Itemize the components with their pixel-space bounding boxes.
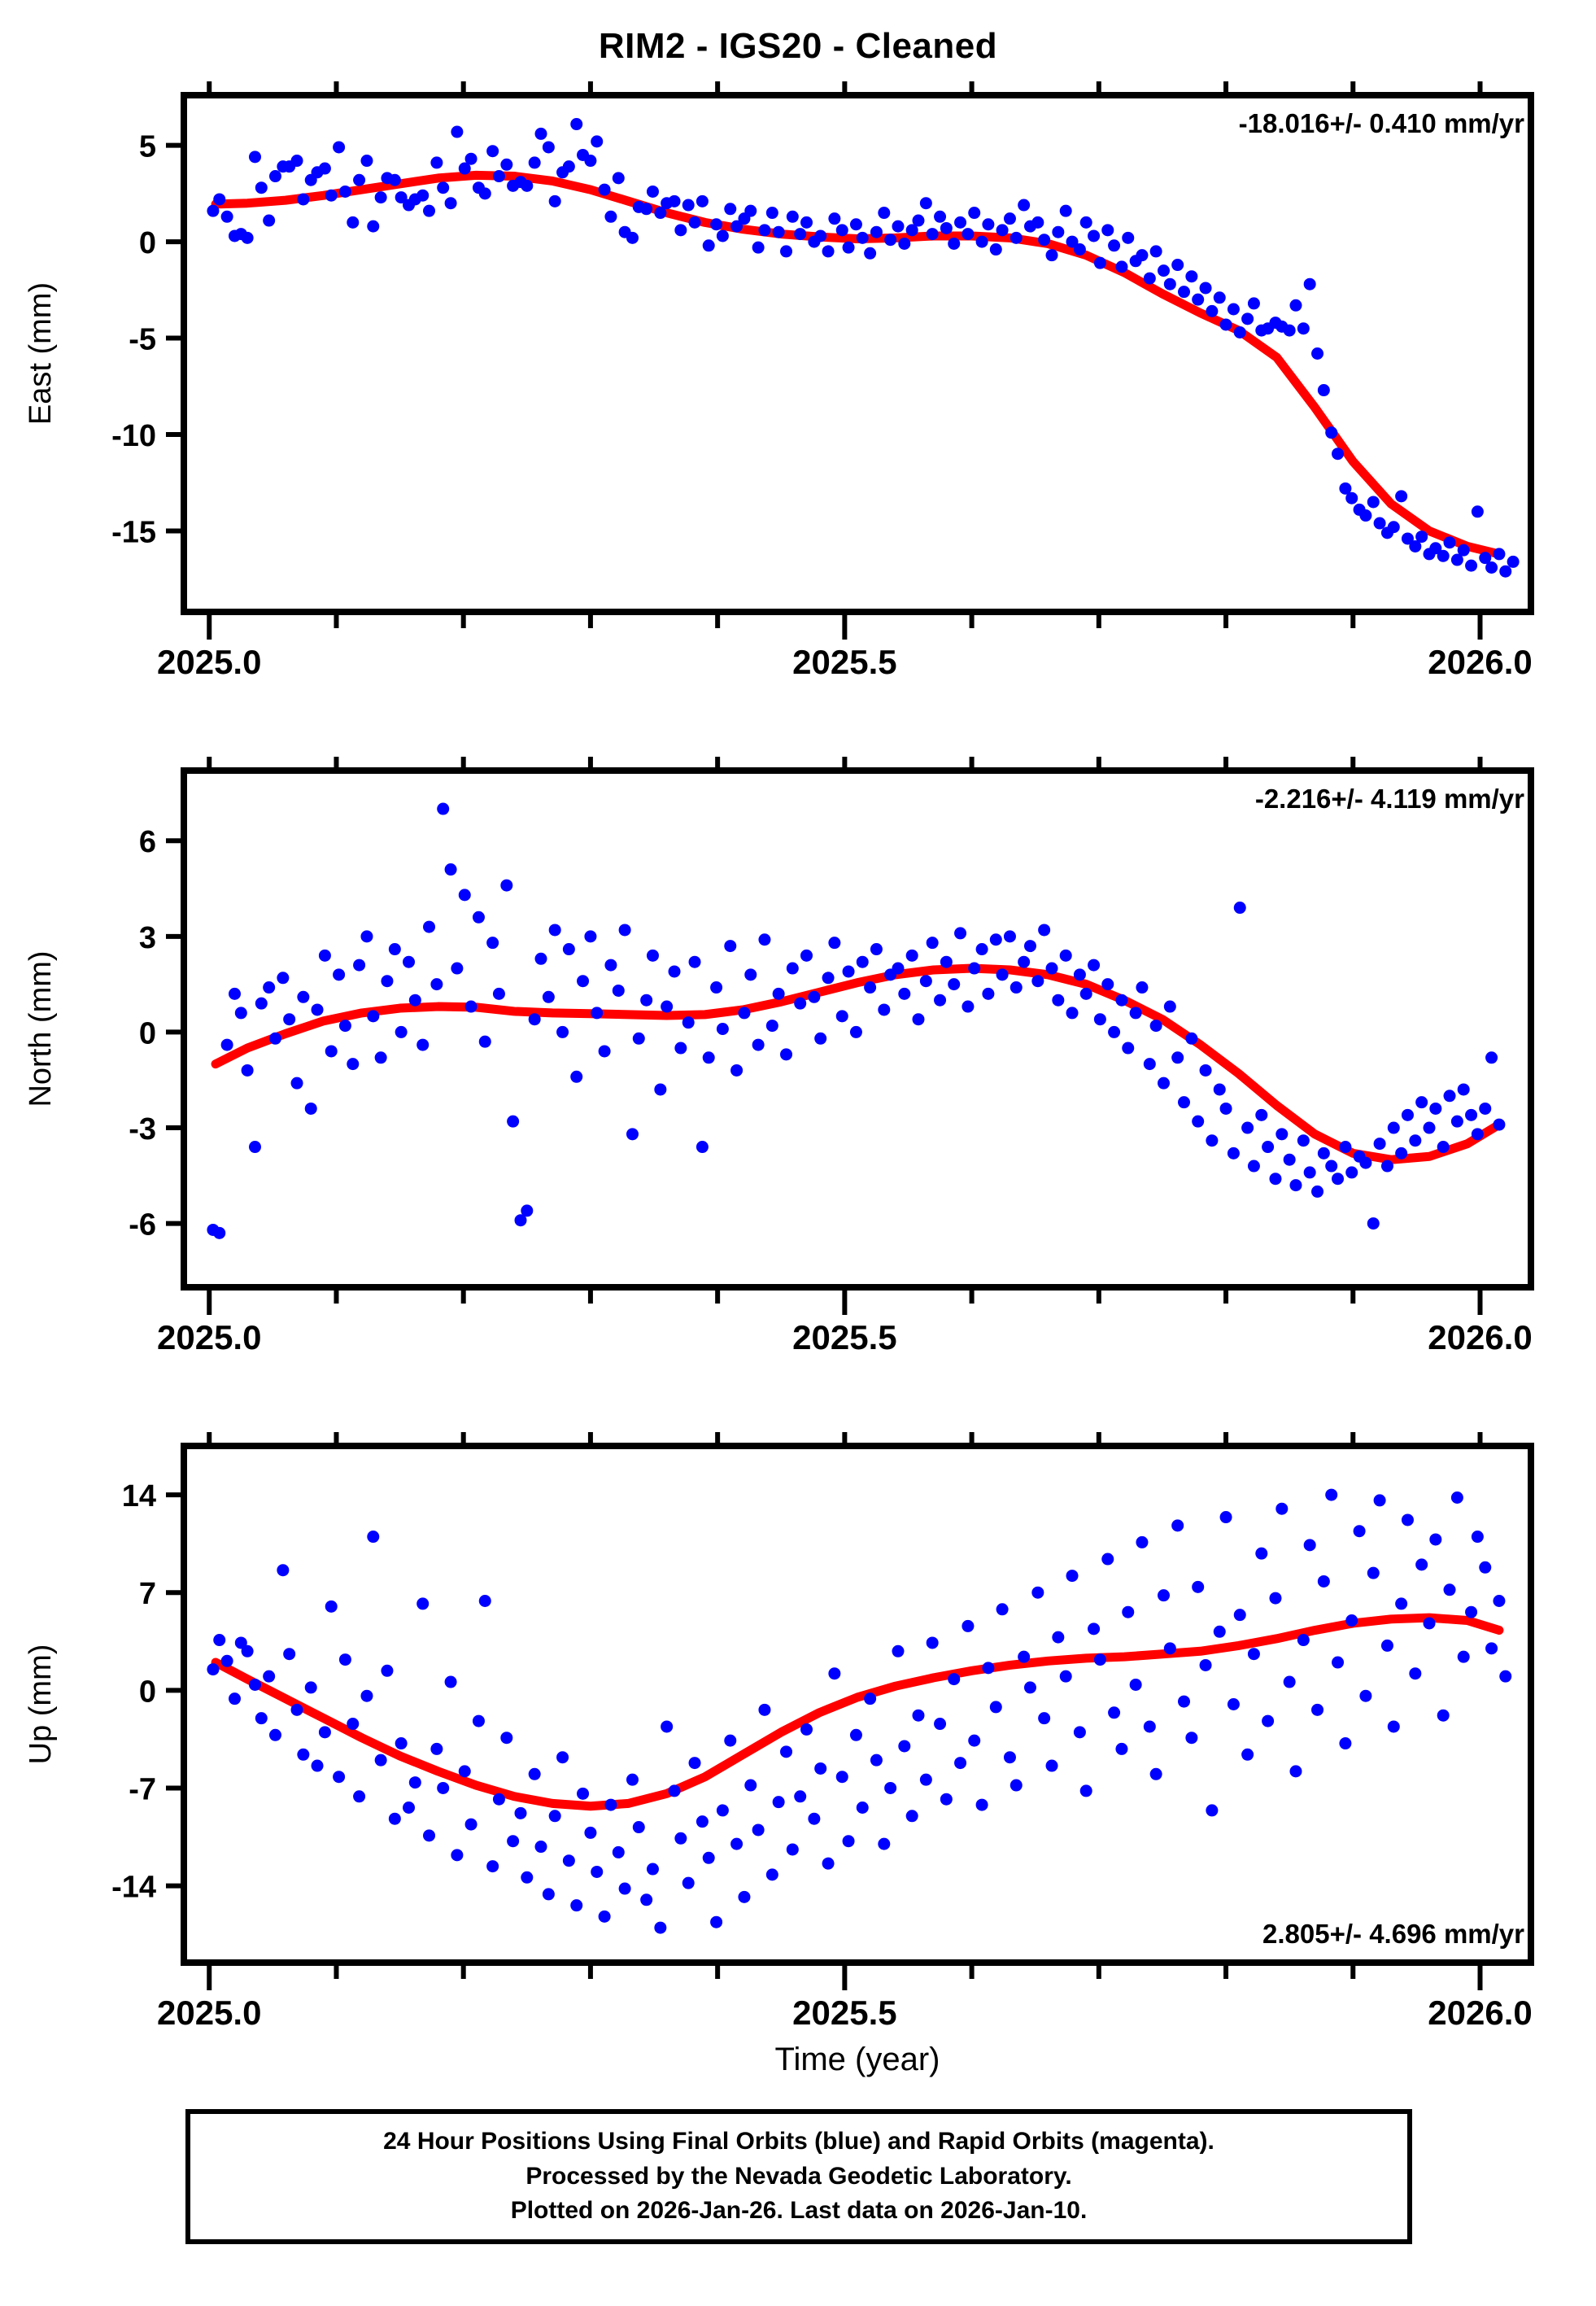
footer-line-2: Processed by the Nevada Geodetic Laborat…: [525, 2162, 1072, 2190]
y-tick-label: -3: [129, 1112, 156, 1146]
x-tick-label: 2025.5: [792, 643, 896, 681]
x-tick-label: 2025.0: [157, 643, 261, 681]
x-axis: 2025.0 2025.5 2026.0: [157, 1432, 1533, 2032]
y-axis-title: North (mm): [24, 950, 58, 1107]
y-tick-label: 0: [139, 1675, 156, 1709]
y-tick-label: -15: [111, 515, 156, 549]
rate-annotation: -18.016+/- 0.410 mm/yr: [1239, 108, 1524, 138]
plot-frame: [181, 1443, 1534, 1966]
panel-up: 14 7 0 -7 -14 2025.0 2025.5 2026.0 Up (mm) 2.805+…: [0, 1432, 1596, 2132]
footer-line-3: Plotted on 2026-Jan-26. Last data on 202…: [510, 2197, 1088, 2225]
y-tick-label: -14: [111, 1871, 156, 1905]
y-tick-label: 5: [139, 130, 156, 164]
y-tick-label: -5: [129, 323, 156, 357]
x-axis: 2025.0 2025.5 2026.0: [157, 81, 1533, 681]
x-axis: 2025.0 2025.5 2026.0: [157, 757, 1533, 1356]
rate-annotation: 2.805+/- 4.696 mm/yr: [1262, 1919, 1524, 1949]
x-axis-title: Time (year): [775, 2042, 940, 2077]
x-tick-label: 2026.0: [1428, 1318, 1532, 1356]
plot-frame: [181, 767, 1534, 1291]
y-tick-label: 0: [139, 1016, 156, 1050]
scatter-points: [207, 802, 1506, 1239]
panel-north: 6 3 0 -3 -6 2025.0 2025.5 2026.0 North (mm) -2.21…: [0, 757, 1596, 1408]
footer-line-1: 24 Hour Positions Using Final Orbits (bl…: [383, 2128, 1214, 2155]
plot-background: [184, 1446, 1531, 1963]
scatter-points: [207, 1488, 1512, 1934]
y-axis-title: Up (mm): [24, 1644, 58, 1765]
page-title: RIM2 - IGS20 - Cleaned: [598, 26, 998, 66]
y-tick-label: 14: [122, 1479, 156, 1513]
y-tick-label: -6: [129, 1208, 156, 1243]
y-axis: 5 0 -5 -10 -15: [111, 130, 184, 549]
y-tick-label: 3: [139, 921, 156, 955]
footer-note-box: 24 Hour Positions Using Final Orbits (bl…: [185, 2109, 1412, 2244]
trend-line: [211, 963, 1504, 1164]
x-tick-label: 2025.5: [792, 1318, 896, 1356]
y-tick-label: -10: [111, 419, 156, 453]
y-tick-label: 7: [139, 1577, 156, 1611]
y-axis: 6 3 0 -3 -6: [129, 825, 184, 1243]
y-axis: 14 7 0 -7 -14: [111, 1479, 184, 1905]
x-tick-label: 2025.5: [792, 1994, 896, 2032]
plot-frame: [181, 92, 1534, 615]
y-tick-label: -7: [129, 1772, 156, 1806]
x-tick-label: 2026.0: [1428, 1994, 1532, 2032]
x-tick-label: 2025.0: [157, 1318, 261, 1356]
chart-north: 6 3 0 -3 -6 2025.0 2025.5 2026.0 North (mm) -2.21…: [24, 757, 1534, 1356]
panel-east: 5 0 -5 -10 -15 2025.0 2025.5 2026.0 East (mm) -18…: [0, 81, 1596, 732]
trend-line: [211, 1613, 1504, 1811]
chart-up: 14 7 0 -7 -14 2025.0 2025.5 2026.0 Up (mm) 2.805+…: [24, 1432, 1534, 2077]
rate-annotation: -2.216+/- 4.119 mm/yr: [1255, 784, 1524, 814]
scatter-points: [207, 118, 1520, 578]
data-layer: [207, 118, 1520, 578]
x-tick-label: 2026.0: [1428, 643, 1532, 681]
y-tick-label: 6: [139, 825, 156, 859]
data-layer: [207, 1488, 1512, 1934]
data-layer: [207, 802, 1506, 1239]
chart-east: 5 0 -5 -10 -15 2025.0 2025.5 2026.0 East (mm) -18…: [24, 81, 1534, 681]
x-tick-label: 2025.0: [157, 1994, 261, 2032]
y-axis-title: East (mm): [24, 282, 58, 425]
y-tick-label: 0: [139, 226, 156, 260]
